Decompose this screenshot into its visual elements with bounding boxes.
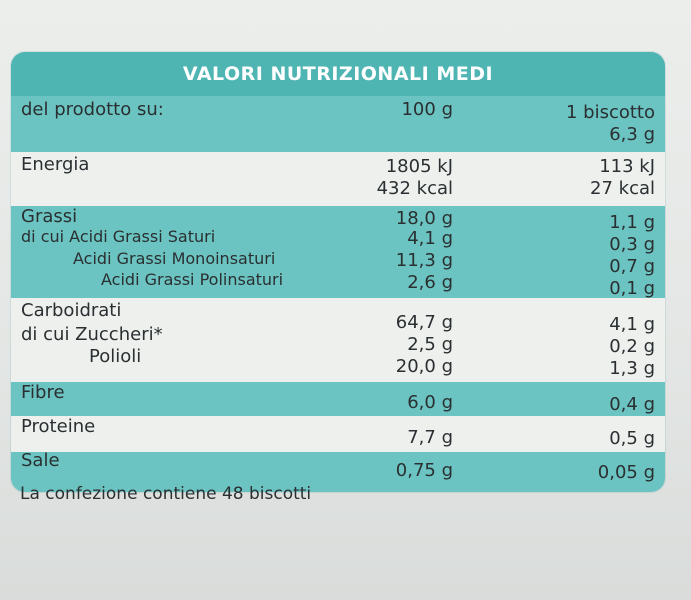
salt-portion: 0,05 g <box>597 462 655 483</box>
fibre-100: 6,0 g <box>407 392 453 413</box>
row-per: del prodotto su: 100 g 1 biscotto 6,3 g <box>11 96 665 152</box>
energy-kcal-100: 432 kcal <box>376 178 453 199</box>
salt-100: 0,75 g <box>395 460 453 481</box>
energy-label: Energia <box>21 154 90 175</box>
poly-100: 2,6 g <box>407 272 453 293</box>
sugars-portion: 0,2 g <box>609 336 655 357</box>
poly-label: Acidi Grassi Polinsaturi <box>101 270 284 289</box>
polyols-label: Polioli <box>89 346 142 367</box>
saturated-100: 4,1 g <box>407 228 453 249</box>
row-energy: Energia 1805 kJ 432 kcal 113 kJ 27 kcal <box>11 152 665 206</box>
energy-kj-100: 1805 kJ <box>385 156 453 177</box>
polyols-portion: 1,3 g <box>609 358 655 379</box>
mono-portion: 0,7 g <box>609 256 655 277</box>
col-portion-weight: 6,3 g <box>609 124 655 145</box>
row-fibre: Fibre 6,0 g 0,4 g <box>11 382 665 416</box>
fibre-label: Fibre <box>21 382 65 403</box>
fats-portion: 1,1 g <box>609 212 655 233</box>
energy-kcal-portion: 27 kcal <box>590 178 655 199</box>
sugars-label: di cui Zuccheri* <box>21 324 163 345</box>
row-protein: Proteine 7,7 g 0,5 g <box>11 416 665 452</box>
package-count-note: La confezione contiene 48 biscotti <box>20 484 312 504</box>
protein-100: 7,7 g <box>407 427 453 448</box>
fats-100: 18,0 g <box>395 208 453 229</box>
col-portion-header: 1 biscotto <box>565 102 655 123</box>
per-label: del prodotto su: <box>21 99 164 120</box>
row-fats: Grassi 18,0 g 1,1 g di cui Acidi Grassi … <box>11 206 665 299</box>
saturated-label: di cui Acidi Grassi Saturi <box>21 227 216 246</box>
poly-portion: 0,1 g <box>609 278 655 299</box>
row-carbs: Carboidrati 64,7 g 4,1 g di cui Zuccheri… <box>11 298 665 382</box>
nutrition-table: VALORI NUTRIZIONALI MEDI del prodotto su… <box>11 52 665 492</box>
salt-label: Sale <box>21 450 60 471</box>
fibre-portion: 0,4 g <box>609 394 655 415</box>
saturated-portion: 0,3 g <box>609 234 655 255</box>
row-salt: Sale 0,75 g 0,05 g <box>11 450 665 492</box>
sugars-100: 2,5 g <box>407 334 453 355</box>
fats-label: Grassi <box>21 206 78 227</box>
carbs-portion: 4,1 g <box>609 314 655 335</box>
carbs-100: 64,7 g <box>395 312 453 333</box>
polyols-100: 20,0 g <box>395 356 453 377</box>
table-title: VALORI NUTRIZIONALI MEDI <box>11 52 665 96</box>
protein-label: Proteine <box>21 416 96 437</box>
energy-kj-portion: 113 kJ <box>599 156 655 177</box>
mono-label: Acidi Grassi Monoinsaturi <box>73 249 276 268</box>
col-100g-header: 100 g <box>401 99 453 120</box>
carbs-label: Carboidrati <box>21 300 122 321</box>
protein-portion: 0,5 g <box>609 428 655 449</box>
mono-100: 11,3 g <box>395 250 453 271</box>
